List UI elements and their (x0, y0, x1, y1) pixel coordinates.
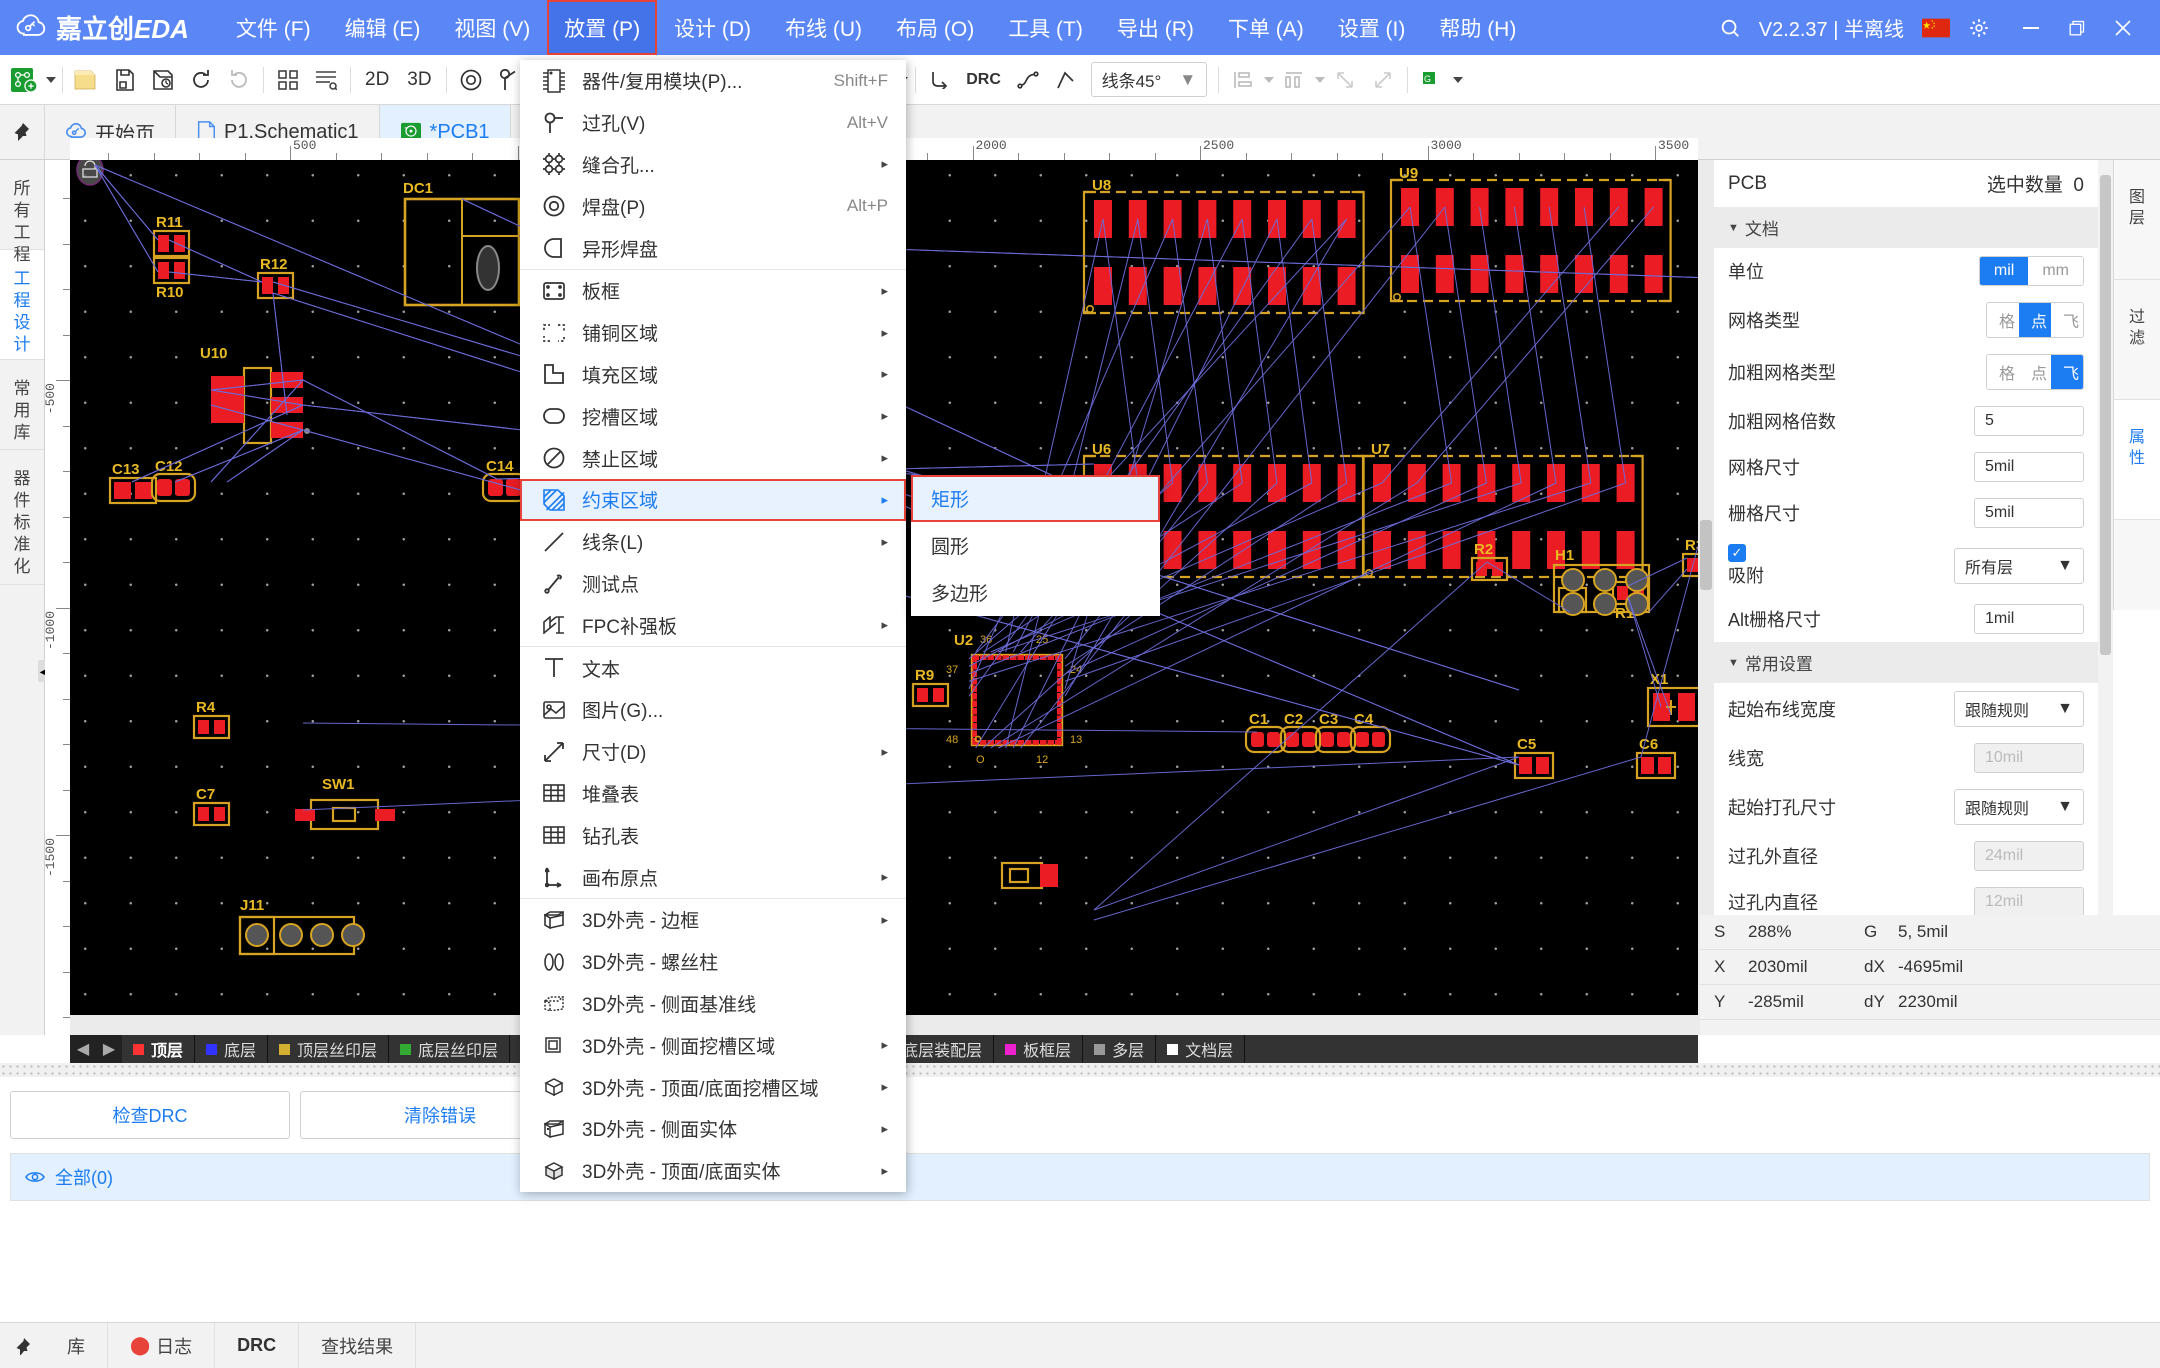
svg-text:C6: C6 (1639, 736, 1658, 753)
svg-text:R11: R11 (156, 214, 183, 231)
svg-text:48: 48 (946, 734, 958, 746)
svg-text:H1: H1 (1555, 547, 1574, 564)
svg-text:R12: R12 (260, 256, 288, 273)
svg-text:C14: C14 (486, 458, 514, 475)
svg-text:G: G (1424, 74, 1431, 84)
svg-text:37: 37 (946, 664, 958, 676)
svg-text:C5: C5 (1517, 736, 1536, 753)
svg-text:C3: C3 (1319, 711, 1338, 728)
svg-text:C13: C13 (112, 461, 140, 478)
svg-text:12: 12 (1036, 754, 1048, 766)
svg-text:C4: C4 (1354, 711, 1374, 728)
svg-text:R9: R9 (915, 667, 934, 684)
svg-text:J11: J11 (240, 897, 264, 914)
svg-text:C12: C12 (155, 458, 183, 475)
svg-text:O: O (976, 754, 985, 766)
svg-text:DC1: DC1 (403, 180, 433, 197)
svg-text:C1: C1 (1249, 711, 1268, 728)
svg-text:C7: C7 (196, 786, 215, 803)
svg-text:U2: U2 (954, 632, 973, 649)
svg-text:R3: R3 (1685, 537, 1698, 554)
svg-text:R2: R2 (1474, 541, 1493, 558)
svg-text:U10: U10 (200, 345, 228, 362)
svg-text:R4: R4 (196, 699, 216, 716)
svg-text:C2: C2 (1284, 711, 1303, 728)
svg-text:SW1: SW1 (322, 776, 355, 793)
svg-text:R10: R10 (156, 284, 184, 301)
svg-text:13: 13 (1070, 734, 1082, 746)
